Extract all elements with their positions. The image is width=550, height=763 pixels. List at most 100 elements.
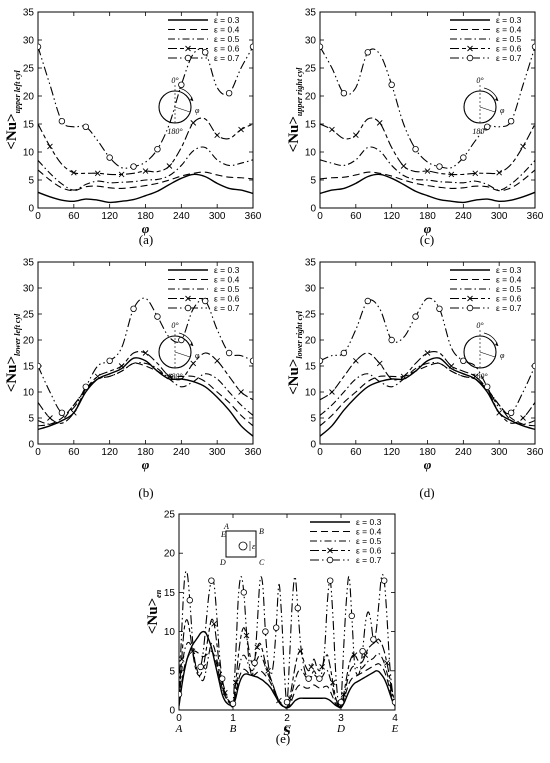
data-point [531, 43, 535, 50]
y-tick-label: 5 [28, 414, 34, 425]
x-tick-label: 0 [35, 211, 41, 222]
data-point [190, 360, 197, 367]
legend: ε = 0.3ε = 0.4ε = 0.5ε = 0.6ε = 0.7 [450, 265, 522, 313]
x-axis-label: φ [424, 457, 432, 472]
x-axis-label: φ [142, 221, 150, 236]
series-2 [38, 146, 253, 191]
x-tick-label: 4 [392, 713, 398, 724]
y-tick-label: 5 [28, 176, 34, 187]
x-axis-label: φ [424, 221, 432, 236]
y-tick-label: 25 [305, 310, 317, 321]
corner-point-label: E [391, 723, 399, 735]
corner-point-label: C [283, 723, 291, 735]
angle-180-label: 180° [472, 372, 488, 381]
y-tick-label: 35 [305, 8, 317, 19]
y-tick-label: 20 [164, 549, 176, 560]
corner-point-label: A [175, 723, 183, 735]
legend-entry: ε = 0.3 [214, 15, 240, 25]
x-tick-label: 3 [338, 713, 344, 724]
series-line [38, 169, 253, 192]
y-axis-label-sub: en [154, 589, 163, 598]
data-point [58, 117, 66, 125]
legend-marker [326, 556, 334, 564]
legend-marker [184, 54, 192, 62]
data-point [319, 664, 325, 670]
panel-b: 0 60 120 180 240 300 360 0 5 10 15 20 25 30 35 <Nu>lowe… [4, 258, 262, 501]
panel-label: (a) [139, 232, 153, 247]
data-point [400, 373, 407, 380]
data-point [337, 698, 345, 706]
panel-d: 0 60 120 180 240 300 360 0 5 10 15 20 25 30 35 <Nu>lowe… [286, 258, 544, 501]
panel-label: (d) [419, 485, 434, 500]
data-point [222, 689, 228, 696]
series-1 [38, 169, 253, 192]
y-tick-label: 0 [310, 440, 316, 451]
corner-a-label: A [223, 522, 229, 531]
legend-marker [185, 45, 191, 52]
legend-entry: ε = 0.7 [496, 303, 522, 313]
legend-marker [327, 547, 333, 554]
data-point [38, 43, 42, 50]
inset-cylinder: 0° 180° φ [158, 321, 200, 381]
data-point [391, 698, 395, 706]
series-4 [38, 297, 253, 416]
data-point [507, 409, 515, 416]
data-point [249, 357, 253, 364]
data-point [154, 145, 161, 153]
x-tick-label: 300 [491, 447, 508, 458]
data-point [376, 120, 383, 126]
arrow-head-icon [190, 342, 193, 346]
y-axis-label-main: <Nu> [286, 116, 302, 152]
legend-entry: ε = 0.5 [214, 284, 240, 294]
data-point [507, 117, 515, 125]
legend-entry: ε = 0.4 [496, 275, 522, 285]
data-point [496, 169, 502, 176]
x-tick-label: 240 [173, 447, 190, 458]
series-line [320, 169, 535, 192]
series-4 [320, 297, 535, 416]
y-axis-label-main: <Nu> [4, 356, 20, 392]
x-tick-label: 300 [209, 211, 226, 222]
legend-entry: ε = 0.7 [214, 53, 240, 63]
corner-c-label: C [259, 558, 265, 567]
data-point [305, 675, 312, 682]
angle-symbol: φ [500, 351, 505, 360]
eps-label: ε [252, 542, 256, 551]
y-axis-label: <Nu>lower right cyl [286, 310, 304, 395]
series-line [320, 117, 535, 176]
data-point [251, 659, 258, 667]
data-point [370, 636, 377, 643]
data-point [330, 679, 336, 686]
angle-180-label: 180° [472, 127, 488, 136]
data-point [47, 415, 53, 421]
series-line [320, 350, 535, 424]
series-0 [38, 357, 253, 437]
data-point [118, 363, 125, 369]
series-0 [38, 173, 253, 204]
y-tick-label: 15 [305, 120, 317, 131]
y-tick-label: 10 [164, 627, 176, 638]
data-point [240, 589, 247, 596]
y-tick-label: 10 [305, 388, 317, 399]
data-point [472, 373, 479, 380]
x-tick-label: 1 [230, 713, 236, 724]
inset-cylinder: 0° 180° φ [463, 76, 505, 136]
data-point [47, 143, 53, 150]
data-point [448, 171, 455, 178]
data-point [329, 389, 335, 395]
x-tick-label: 0 [176, 713, 182, 724]
x-tick-label: 180 [137, 211, 154, 222]
series-line [38, 146, 253, 191]
x-tick-label: 0 [317, 447, 323, 458]
x-tick-label: 180 [419, 447, 436, 458]
angle-180-label: 180° [167, 372, 183, 381]
series-2 [320, 146, 535, 191]
data-point [359, 648, 366, 655]
data-point [229, 700, 237, 707]
panel-c: 0 60 120 180 240 300 360 0 5 10 15 20 25 30 35 <Nu>uppe… [286, 8, 544, 248]
y-axis-label-sub: upper left cyl [13, 70, 22, 114]
corner-point-label: B [230, 723, 237, 735]
legend-entry: ε = 0.3 [496, 265, 522, 275]
data-point [262, 628, 269, 635]
data-point [106, 357, 113, 364]
